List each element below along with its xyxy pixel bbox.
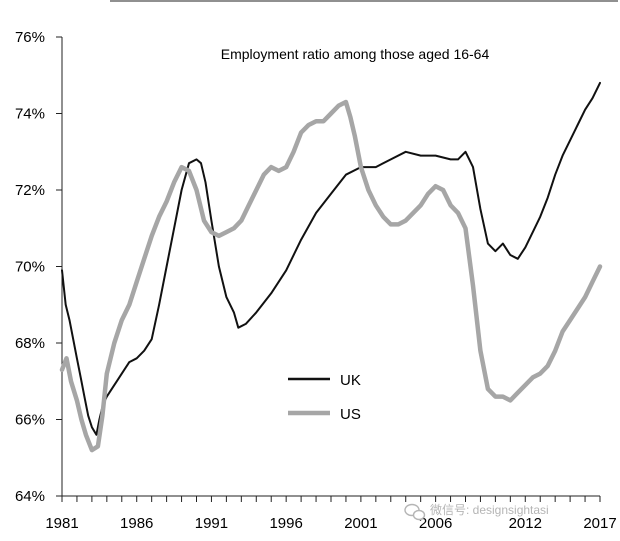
watermark: 微信号: designsightasi <box>404 503 549 521</box>
y-tick-label: 64% <box>15 488 45 505</box>
wechat-icon <box>404 503 426 521</box>
series-line-us <box>59 99 603 453</box>
x-tick-label: 2012 <box>509 515 542 532</box>
x-tick-label: 2017 <box>583 515 616 532</box>
y-tick-label: 76% <box>15 29 45 46</box>
y-tick-label: 74% <box>15 106 45 123</box>
y-tick-label: 68% <box>15 335 45 352</box>
watermark-text: 微信号: designsightasi <box>430 503 549 517</box>
x-tick-label: 1991 <box>195 515 228 532</box>
y-tick-label: 66% <box>15 412 45 429</box>
x-tick-label: 1996 <box>269 515 302 532</box>
x-tick-label: 1986 <box>120 515 153 532</box>
y-tick-label: 70% <box>15 259 45 276</box>
plot-area <box>59 81 603 453</box>
legend-label-uk: UK <box>340 372 361 389</box>
y-axis: 64% 66% 68% 70% 72% 74% 76% <box>15 29 63 505</box>
x-tick-label: 2006 <box>419 515 452 532</box>
x-tick-label: 1981 <box>45 515 78 532</box>
legend-label-us: US <box>340 406 361 423</box>
legend: UK US <box>288 372 361 423</box>
x-tick-label: 2001 <box>344 515 377 532</box>
y-tick-label: 72% <box>15 182 45 199</box>
x-axis: 1981 1986 1991 1996 2001 2006 2012 2017 <box>45 495 617 532</box>
chart-title: Employment ratio among those aged 16-64 <box>221 46 490 62</box>
